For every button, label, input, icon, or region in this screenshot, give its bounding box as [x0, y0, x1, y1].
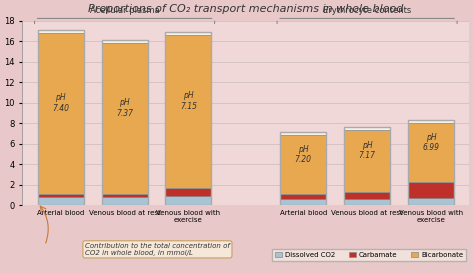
Bar [408, 123, 454, 182]
Text: Acellular plasma: Acellular plasma [90, 6, 159, 15]
Bar [165, 188, 211, 196]
Text: pH
7.15: pH 7.15 [180, 91, 197, 111]
Bar [38, 33, 84, 194]
Bar [101, 194, 147, 197]
Bar [101, 197, 147, 205]
Text: Erythrocyte contents: Erythrocyte contents [323, 6, 411, 15]
Bar [101, 43, 147, 194]
Bar [38, 30, 84, 205]
Bar [408, 182, 454, 198]
Text: pH
7.37: pH 7.37 [116, 99, 133, 118]
Bar [38, 194, 84, 197]
Bar [165, 35, 211, 188]
Bar [408, 198, 454, 205]
Bar [101, 40, 147, 205]
Bar [344, 130, 390, 192]
Title: Proportions of CO₂ transport mechanisms in whole blood: Proportions of CO₂ transport mechanisms … [88, 4, 403, 14]
Bar [101, 40, 147, 43]
Bar [165, 32, 211, 205]
Bar [280, 132, 326, 135]
Bar [280, 135, 326, 194]
Bar [38, 30, 84, 33]
Bar [280, 132, 326, 205]
Bar [344, 127, 390, 205]
Bar [408, 120, 454, 205]
Text: pH
6.99: pH 6.99 [422, 133, 439, 152]
Text: pH
7.40: pH 7.40 [52, 93, 69, 113]
Bar [344, 199, 390, 205]
Legend: Dissolved CO2, Carbamate, Bicarbonate: Dissolved CO2, Carbamate, Bicarbonate [273, 249, 466, 261]
Bar [280, 194, 326, 199]
Bar [38, 197, 84, 205]
Bar [280, 199, 326, 205]
Text: Contribution to the total concentration of
CO2 in whole blood, in mmol/L: Contribution to the total concentration … [85, 243, 230, 256]
Bar [165, 196, 211, 205]
Bar [408, 120, 454, 123]
Text: pH
7.17: pH 7.17 [359, 141, 375, 161]
Bar [344, 127, 390, 130]
Bar [165, 32, 211, 35]
Text: pH
7.20: pH 7.20 [295, 145, 312, 164]
Bar [344, 192, 390, 199]
